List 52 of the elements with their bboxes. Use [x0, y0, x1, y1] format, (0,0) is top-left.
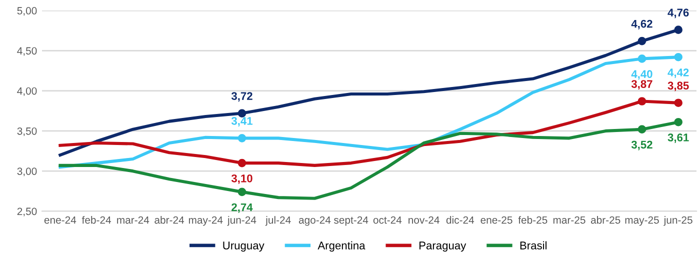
point — [638, 125, 646, 134]
legend-label: Paraguay — [419, 242, 466, 252]
point — [674, 52, 682, 62]
data-label: 2,74 — [232, 203, 253, 213]
x-tick-label: may-25 — [625, 216, 659, 226]
x-tick-label: jun-24 — [227, 216, 256, 226]
x-tick-label: oct-24 — [373, 216, 402, 224]
y-tick-label: 3,00 — [17, 168, 37, 176]
data-label: 3,41 — [231, 116, 252, 126]
x-tick-label: abr-24 — [154, 216, 184, 224]
x-tick-label: feb-25 — [518, 216, 548, 224]
x-tick-label: may-24 — [188, 216, 223, 226]
point — [238, 158, 246, 168]
data-label: 4,42 — [668, 68, 689, 78]
data-label: 3,52 — [631, 140, 652, 150]
x-tick-label: ene-24 — [44, 216, 76, 224]
y-tick-label: 4,00 — [17, 87, 37, 96]
data-label: 3,85 — [668, 82, 689, 92]
y-tick-label: 5,00 — [17, 7, 37, 16]
data-label: 3,10 — [231, 174, 252, 184]
legend-label: Uruguay — [223, 242, 264, 252]
x-tick-label: abr-25 — [590, 216, 620, 224]
point — [238, 109, 246, 118]
legend-label: Brasil — [520, 241, 547, 250]
point — [638, 54, 646, 63]
x-tick-label: jul-24 — [265, 216, 291, 226]
x-tick-label: jun-25 — [664, 216, 692, 226]
point — [238, 188, 246, 196]
point — [674, 26, 682, 34]
data-label: 4,40 — [631, 70, 652, 80]
point — [674, 98, 682, 108]
x-tick-label: mar-24 — [117, 216, 150, 224]
point — [674, 118, 682, 126]
data-label: 4,62 — [631, 20, 652, 30]
y-tick-label: 3,50 — [17, 127, 37, 136]
x-tick-label: dic-24 — [446, 216, 474, 224]
data-label: 3,61 — [668, 134, 689, 143]
data-label: 3,72 — [231, 92, 252, 102]
x-tick-label: mar-25 — [553, 216, 586, 224]
x-tick-label: sept-24 — [334, 216, 368, 226]
x-tick-label: nov-24 — [408, 216, 440, 224]
legend-label: Argentina — [318, 241, 366, 252]
x-tick-label: feb-24 — [82, 216, 112, 224]
x-tick-label: ago-24 — [298, 216, 331, 226]
x-tick-label: ene-25 — [480, 216, 512, 224]
point — [238, 134, 246, 142]
data-label: 3,87 — [631, 80, 652, 90]
point — [638, 97, 646, 106]
point — [638, 36, 646, 46]
data-label: 4,76 — [668, 8, 689, 18]
y-tick-label: 2,50 — [17, 208, 37, 216]
y-tick-label: 4,50 — [17, 47, 37, 56]
